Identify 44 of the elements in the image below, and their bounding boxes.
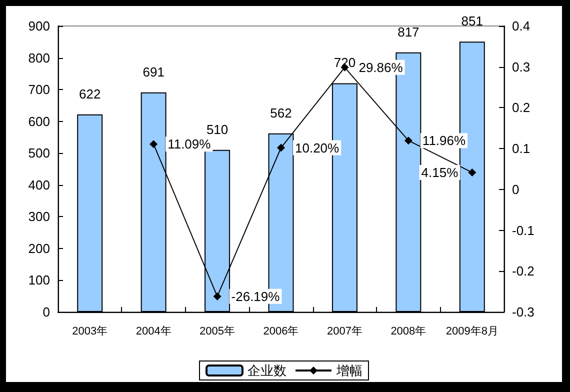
- y2-tick-label: 0.4: [512, 18, 530, 34]
- x-tick-label: 2003年: [72, 326, 108, 338]
- x-tick-label: 2009年8月: [446, 326, 498, 338]
- point: [404, 136, 412, 145]
- point: [150, 140, 158, 148]
- data-label: 562: [270, 105, 292, 120]
- y2-tick-label: -0.2: [512, 264, 534, 279]
- y2-tick-label: -0.1: [512, 222, 534, 238]
- data-label: 817: [398, 24, 420, 40]
- point: [468, 168, 476, 176]
- y2-tick-label: 0.1: [512, 141, 530, 156]
- x-tick-label: 2008年: [390, 326, 426, 338]
- x-tick-label: 2007年: [326, 326, 362, 338]
- y-tick-label: 900: [28, 18, 50, 34]
- y-tick-label: 0: [42, 304, 50, 320]
- y-tick-label: 700: [28, 82, 50, 98]
- data-label: 691: [142, 64, 164, 80]
- data-label: -26.19%: [231, 288, 280, 304]
- data-label: 510: [206, 122, 228, 137]
- x-tick-label: 2006年: [263, 326, 299, 338]
- y2-tick-label: 0: [512, 182, 520, 197]
- y-tick-label: 400: [28, 177, 50, 192]
- y2-tick-label: 0.3: [512, 59, 530, 74]
- y2-tick-label: -0.3: [512, 304, 534, 320]
- y-tick-label: 200: [28, 240, 50, 256]
- y-tick-label: 300: [28, 209, 50, 224]
- point: [213, 292, 222, 300]
- y-tick-label: 600: [28, 114, 50, 129]
- y-tick-label: 800: [28, 50, 50, 66]
- x-tick-label: 2004年: [136, 326, 172, 338]
- legend-label: 企业数: [248, 363, 286, 378]
- point: [277, 144, 285, 152]
- data-label: 11.09%: [168, 136, 212, 152]
- data-label: 11.96%: [422, 133, 466, 148]
- x-tick-label: 2005年: [200, 326, 236, 338]
- y-tick-label: 100: [28, 272, 50, 288]
- data-label: 10.20%: [295, 140, 340, 156]
- y-tick-label: 500: [28, 146, 50, 161]
- data-label: 851: [461, 14, 483, 29]
- data-label: 29.86%: [358, 60, 404, 75]
- y2-tick-label: 0.2: [512, 100, 530, 116]
- legend-label: 增幅: [336, 363, 362, 378]
- data-label: 4.15%: [421, 164, 459, 180]
- data-label: 622: [79, 86, 101, 102]
